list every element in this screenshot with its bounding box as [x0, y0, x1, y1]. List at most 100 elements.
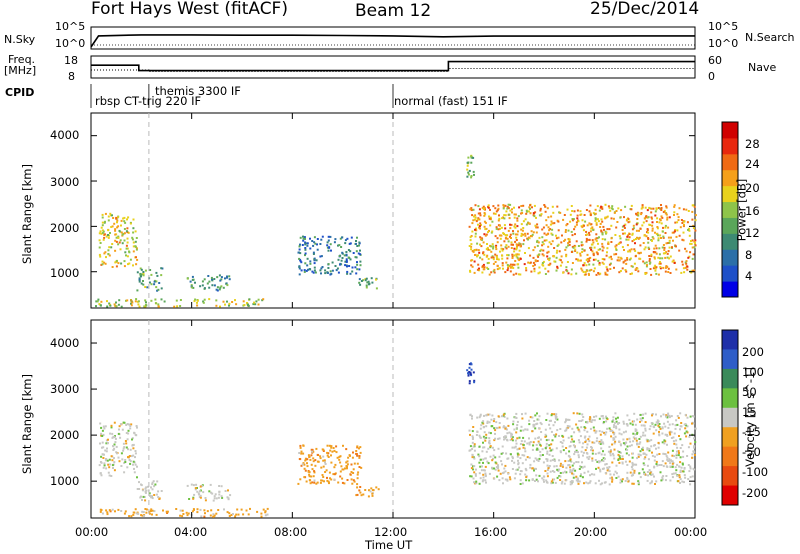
- velocity-cell-5: [650, 481, 653, 484]
- power-cell-5: [617, 256, 620, 259]
- power-cell-0: [123, 265, 126, 268]
- velocity-cell-5: [489, 445, 492, 448]
- power-cell-5: [655, 247, 658, 250]
- velocity-cell-5: [476, 430, 479, 433]
- velocity-cell-3: [346, 460, 349, 463]
- power-cell-5: [488, 249, 491, 251]
- velocity-cell-5: [670, 459, 672, 462]
- velocity-cell-5: [613, 433, 616, 436]
- velocity-cell-5: [564, 460, 567, 463]
- power-cell-3: [329, 270, 332, 273]
- velocity-cell-5: [533, 467, 536, 470]
- velocity-cell-3: [347, 456, 350, 459]
- power-cell-5: [521, 212, 524, 214]
- power-cell-5: [576, 251, 579, 254]
- velocity-cell-7: [142, 515, 145, 517]
- power-cell-2: [190, 284, 193, 287]
- power-cell-5: [476, 242, 479, 245]
- velocity-cell-0: [131, 444, 134, 447]
- power-cell-7: [203, 298, 206, 301]
- power-cell-5: [648, 206, 651, 209]
- power-cell-5: [547, 270, 550, 273]
- velocity-cell-5: [680, 422, 683, 424]
- velocity-cell-5: [475, 480, 478, 483]
- velocity-cell-5: [473, 457, 476, 460]
- velocity-cell-5: [495, 421, 498, 424]
- power-cell-7: [150, 299, 153, 302]
- power-cell-5: [694, 214, 697, 217]
- velocity-cell-5: [591, 441, 594, 444]
- velocity-cell-5: [668, 458, 671, 461]
- velocity-cell-0: [125, 446, 128, 449]
- velocity-cell-5: [582, 416, 585, 418]
- power-cell-5: [509, 209, 512, 212]
- velocity-cell-5: [479, 458, 482, 461]
- power-cell-5: [509, 227, 512, 230]
- velocity-cell-5: [532, 423, 535, 426]
- power-cell-5: [489, 218, 492, 221]
- power-cell-5: [520, 205, 523, 207]
- velocity-cell-5: [614, 421, 616, 424]
- velocity-cell-5: [502, 471, 505, 474]
- power-cell-5: [474, 216, 477, 219]
- power-cell-5: [653, 257, 656, 260]
- power-cell-3: [302, 235, 304, 238]
- velocity-cell-5: [575, 423, 578, 426]
- velocity-cell-0: [125, 424, 128, 426]
- velocity-cell-5: [546, 475, 549, 478]
- power-cell-3: [329, 235, 332, 238]
- power-cell-5: [642, 221, 645, 224]
- velocity-cell-5: [506, 457, 509, 460]
- velocity-cell-3: [330, 446, 333, 449]
- velocity-cell-5: [611, 480, 614, 483]
- velocity-cell-5: [471, 456, 474, 459]
- power-cell-5: [595, 223, 598, 226]
- power-cell-5: [541, 253, 544, 256]
- velocity-ytick-3000: 3000: [50, 382, 80, 396]
- velocity-cell-5: [638, 453, 641, 456]
- power-cell-1: [157, 288, 160, 291]
- power-cell-5: [637, 237, 640, 240]
- velocity-cell-3: [329, 477, 331, 480]
- velocity-cell-5: [637, 483, 640, 486]
- velocity-cell-5: [536, 422, 539, 425]
- velocity-cell-5: [622, 438, 625, 441]
- power-cell-7: [125, 299, 127, 302]
- power-cell-5: [528, 206, 531, 209]
- velocity-cell-5: [598, 479, 600, 482]
- power-cell-7: [131, 301, 134, 304]
- velocity-cell-5: [474, 468, 477, 471]
- power-cell-5: [541, 262, 544, 264]
- power-cell-5: [694, 242, 696, 245]
- velocity-cell-5: [607, 467, 610, 470]
- velocity-cell-5: [546, 469, 549, 471]
- velocity-cell-5: [526, 428, 529, 431]
- velocity-cell-5: [652, 432, 655, 435]
- velocity-cell-5: [685, 430, 688, 433]
- velocity-cell-5: [478, 445, 481, 448]
- power-cell-5: [646, 229, 649, 231]
- velocity-cell-5: [561, 445, 564, 448]
- power-cell-5: [574, 245, 577, 248]
- velocity-cell-5: [633, 463, 636, 466]
- velocity-cell-5: [488, 413, 491, 416]
- power-cell-5: [470, 245, 473, 248]
- power-cell-5: [681, 260, 684, 263]
- velocity-cell-3: [353, 480, 356, 483]
- velocity-cell-5: [630, 474, 633, 477]
- power-cell-5: [550, 232, 553, 235]
- power-cell-7: [202, 301, 205, 304]
- power-cell-5: [668, 257, 671, 260]
- power-cell-2: [194, 281, 196, 284]
- power-cell-5: [482, 251, 485, 254]
- power-cell-0: [123, 216, 126, 219]
- velocity-cell-5: [550, 449, 553, 452]
- velocity-cell-5: [553, 413, 556, 416]
- power-cell-5: [583, 249, 586, 252]
- velocity-cell-0: [116, 452, 118, 455]
- power-cell-5: [541, 241, 544, 244]
- velocity-cell-0: [121, 428, 124, 431]
- velocity-cell-3: [333, 473, 336, 476]
- power-cell-5: [618, 271, 621, 274]
- power-cell-5: [492, 258, 495, 261]
